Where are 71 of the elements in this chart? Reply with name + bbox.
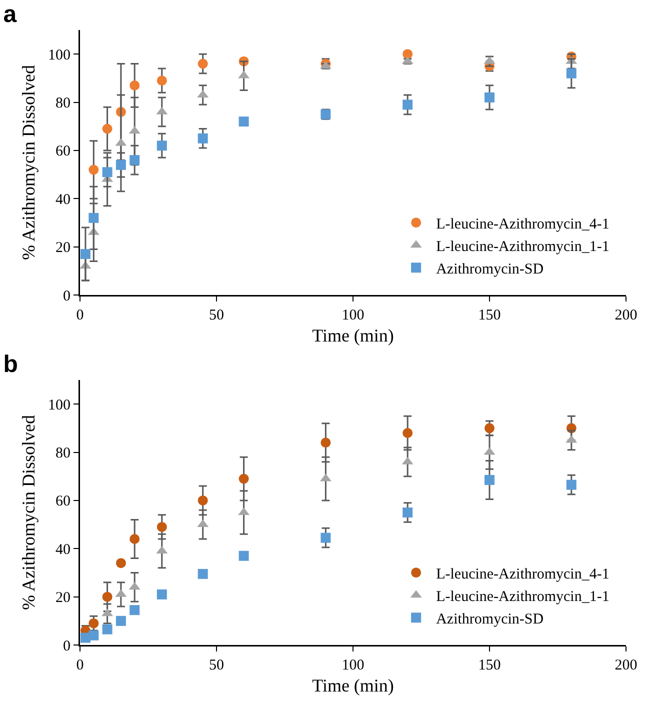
y-tick-label: 80 <box>56 96 70 112</box>
point <box>102 624 112 634</box>
x-tick-label: 150 <box>478 308 501 324</box>
x-tick-label: 150 <box>478 658 501 674</box>
point <box>156 522 167 532</box>
x-axis-title: Time (min) <box>312 325 394 346</box>
point <box>116 558 126 568</box>
point <box>198 495 208 506</box>
y-tick-label: 100 <box>48 47 70 64</box>
point <box>238 474 249 484</box>
point <box>156 589 167 600</box>
point <box>320 532 331 543</box>
y-tick-label: 20 <box>56 590 70 606</box>
legend-label: Azithromycin-SD <box>436 262 544 278</box>
y-tick-label: 80 <box>56 446 70 462</box>
point <box>402 428 413 438</box>
point <box>198 568 208 579</box>
legend-label: Azithromycin-SD <box>436 612 544 628</box>
y-tick-label: 40 <box>56 192 70 208</box>
point <box>88 618 99 628</box>
y-tick-label: 0 <box>63 638 70 654</box>
x-tick-label: 50 <box>209 658 224 674</box>
point <box>238 550 249 561</box>
point <box>156 76 167 86</box>
point <box>80 249 90 260</box>
y-tick-label: 0 <box>63 288 70 304</box>
point <box>198 133 208 144</box>
point <box>402 508 413 518</box>
point <box>198 58 208 69</box>
point <box>116 160 126 170</box>
x-tick-label: 100 <box>342 308 364 324</box>
y-axis-title: % Azithromycin Dissolved <box>18 65 38 260</box>
point <box>484 92 494 102</box>
point <box>130 80 140 90</box>
point <box>320 438 331 448</box>
legend-label: L-leucine-Azithromycin_4-1 <box>436 216 610 232</box>
point <box>102 124 112 134</box>
legend-label: L-leucine-Azithromycin_1-1 <box>436 589 610 605</box>
point <box>402 100 413 110</box>
x-tick-label: 0 <box>76 308 84 324</box>
point <box>130 605 140 616</box>
x-tick-label: 200 <box>614 308 638 324</box>
point <box>102 167 112 178</box>
point <box>88 630 99 640</box>
x-tick-label: 0 <box>76 658 84 674</box>
point <box>156 140 167 151</box>
y-tick-label: 40 <box>56 542 70 558</box>
y-tick-label: 20 <box>56 240 70 256</box>
y-tick-label: 60 <box>56 144 70 160</box>
point <box>130 155 140 166</box>
y-tick-label: 100 <box>48 397 70 414</box>
point <box>566 480 576 490</box>
point <box>88 164 99 175</box>
point <box>566 68 576 78</box>
y-tick-label: 60 <box>56 494 70 510</box>
x-tick-label: 100 <box>342 658 364 674</box>
x-tick-label: 200 <box>614 658 638 674</box>
point <box>484 423 494 434</box>
point <box>88 212 99 223</box>
point <box>116 616 126 626</box>
legend-label: L-leucine-Azithromycin_4-1 <box>436 566 610 582</box>
point <box>484 474 494 485</box>
point <box>130 534 140 544</box>
y-axis-title: % Azithromycin Dissolved <box>18 415 38 610</box>
chart-title: a <box>3 1 18 28</box>
x-tick-label: 50 <box>209 308 224 324</box>
point <box>102 592 112 602</box>
legend-label: L-leucine-Azithromycin_1-1 <box>436 239 610 255</box>
x-axis-title: Time (min) <box>312 675 394 696</box>
chart-title: b <box>3 351 18 378</box>
point <box>238 116 249 127</box>
